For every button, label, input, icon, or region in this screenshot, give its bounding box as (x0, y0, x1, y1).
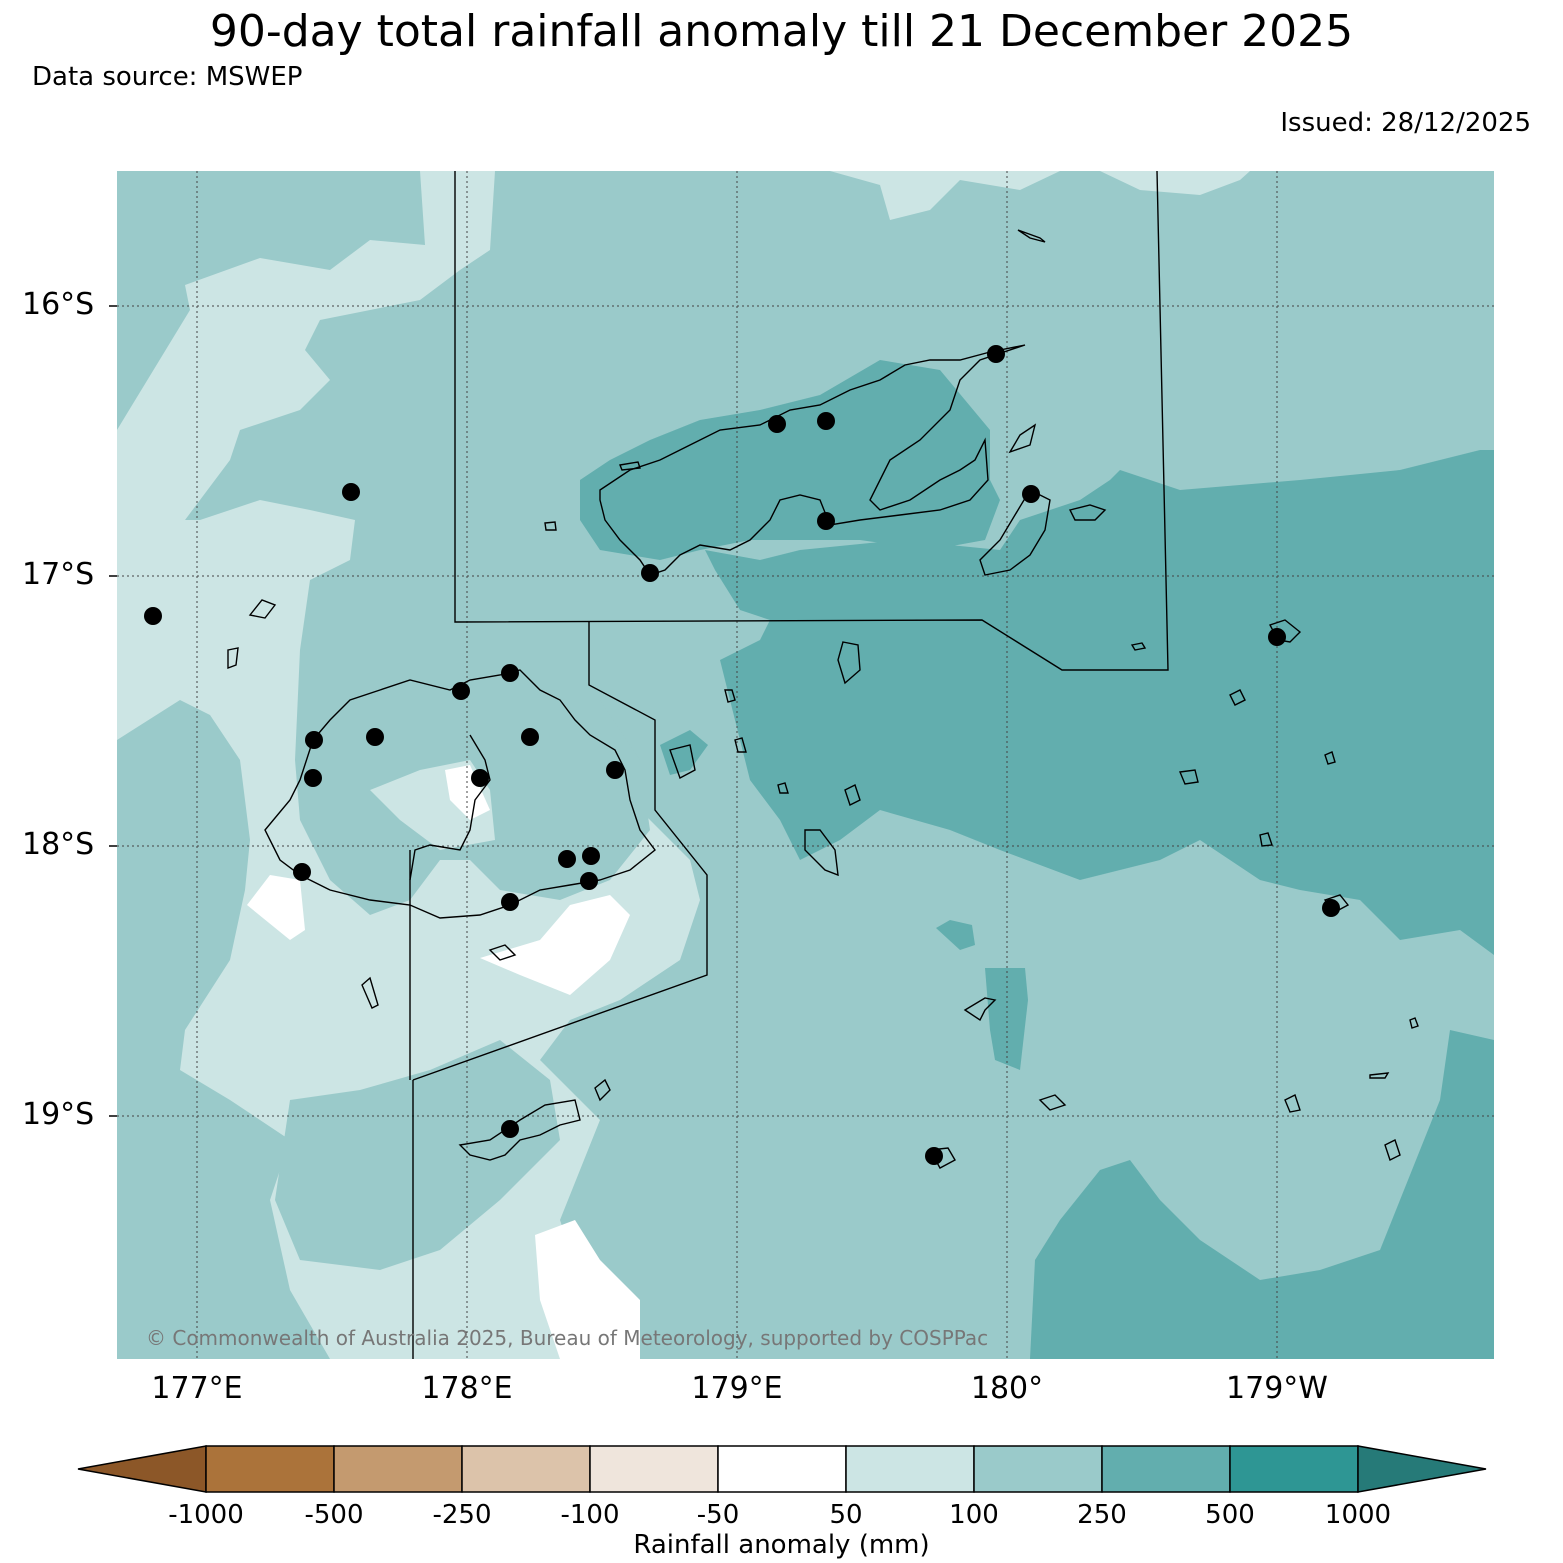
colorbar-bin (845, 1445, 975, 1493)
station-marker (366, 728, 384, 746)
colorbar-below-min (77, 1445, 207, 1493)
station-marker (817, 512, 835, 530)
band-250-500-southeast (1030, 1030, 1494, 1359)
colorbar-tick: -250 (432, 1500, 492, 1530)
colorbar-tick: 250 (1077, 1500, 1127, 1530)
colorbar-tick: 50 (829, 1500, 863, 1530)
lat-label-18s: 18°S (22, 827, 95, 862)
colorbar-above-max (1357, 1445, 1487, 1493)
colorbar-bin (717, 1445, 847, 1493)
band-neutral-3 (480, 895, 630, 995)
colorbar-tick: 1000 (1324, 1500, 1392, 1530)
station-marker (342, 483, 360, 501)
lon-label-179e: 179°E (691, 1371, 783, 1406)
station-marker (452, 682, 470, 700)
issued-date: Issued: 28/12/2025 (1280, 108, 1531, 138)
station-marker (1322, 899, 1340, 917)
station-marker (304, 769, 322, 787)
lat-label-19s: 19°S (22, 1097, 95, 1132)
copyright-notice: © Commonwealth of Australia 2025, Bureau… (146, 1326, 989, 1350)
station-marker (521, 728, 539, 746)
colorbar-tick: -500 (304, 1500, 364, 1530)
band-250-500-small-3 (985, 968, 1028, 1070)
graticule (117, 171, 1494, 1359)
station-marker (817, 412, 835, 430)
map-title: 90-day total rainfall anomaly till 21 De… (209, 6, 1354, 57)
lon-label-178e: 178°E (421, 1371, 513, 1406)
station-marker (471, 769, 489, 787)
colorbar-bin (973, 1445, 1103, 1493)
band-250-500-vanualevu (580, 360, 1000, 560)
colorbar-bin (1101, 1445, 1231, 1493)
station-marker (925, 1147, 943, 1165)
coast-vanualevu (599, 344, 1026, 576)
colorbar-tick: 500 (1205, 1500, 1255, 1530)
axis-ticks (109, 305, 117, 1117)
station-marker (558, 850, 576, 868)
band-250-500-small-1 (660, 730, 708, 775)
lat-label-16s: 16°S (22, 287, 95, 322)
lon-label-180: 180° (970, 1371, 1044, 1406)
band-100-250-south (275, 1040, 560, 1270)
colorbar-label: Rainfall anomaly (mm) (633, 1530, 930, 1560)
station-marker (305, 731, 323, 749)
station-marker (1022, 485, 1040, 503)
station-marker (501, 893, 519, 911)
colorbar-tick: 100 (949, 1500, 999, 1530)
band-neutral-4 (535, 1220, 640, 1359)
colorbar-bin (461, 1445, 591, 1493)
station-marker (501, 1120, 519, 1138)
band-50-100-north (820, 171, 1494, 220)
colorbar-bin (589, 1445, 719, 1493)
anomaly-map (117, 171, 1494, 1359)
colorbar-tick: -1000 (168, 1500, 244, 1530)
station-marker (293, 863, 311, 881)
colorbar-tick: -50 (696, 1500, 740, 1530)
station-marker (501, 664, 519, 682)
colorbar-tick: -100 (560, 1500, 620, 1530)
station-marker (580, 872, 598, 890)
colorbar-bin (1229, 1445, 1359, 1493)
coast-kadavu (458, 1099, 581, 1161)
data-source: Data source: MSWEP (32, 62, 303, 92)
lon-label-177e: 177°E (151, 1371, 243, 1406)
lon-label-179w: 179°W (1226, 1371, 1328, 1406)
station-marker (641, 564, 659, 582)
station-marker (987, 345, 1005, 363)
colorbar-bin (205, 1445, 335, 1493)
coast-taveuni (979, 489, 1051, 576)
colorbar-bin (333, 1445, 463, 1493)
station-marker (144, 607, 162, 625)
band-250-500-small-2 (936, 920, 975, 950)
colorbar-bins (205, 1445, 1359, 1493)
station-marker (768, 415, 786, 433)
lat-label-17s: 17°S (22, 557, 95, 592)
station-marker (582, 847, 600, 865)
band-neutral-1 (247, 875, 305, 940)
coastlines (227, 229, 1419, 1169)
colorbar (77, 1445, 1487, 1493)
station-marker (1268, 628, 1286, 646)
station-marker (606, 761, 624, 779)
region-boundaries (409, 171, 1169, 1359)
station-markers (144, 345, 1340, 1165)
